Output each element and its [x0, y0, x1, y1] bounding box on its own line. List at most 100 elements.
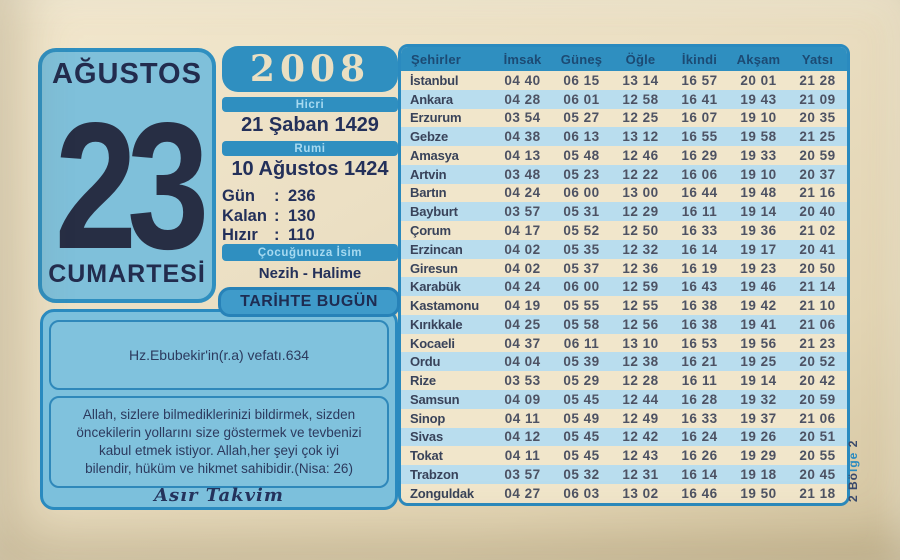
- prayer-time: 12 36: [622, 260, 659, 276]
- prayer-time: 12 46: [622, 147, 659, 163]
- city-name: Çorum: [410, 223, 451, 238]
- prayer-time: 19 42: [740, 298, 777, 314]
- column-header: Şehirler: [411, 51, 462, 67]
- city-name: Amasya: [410, 147, 459, 163]
- prayer-time: 06 15: [563, 72, 600, 88]
- stat-hizir: Hızır:110: [222, 226, 398, 246]
- prayer-time: 16 46: [681, 485, 718, 501]
- rumi-date: 10 Ağustos 1424: [231, 158, 389, 180]
- prayer-time: 03 54: [504, 110, 541, 126]
- day-number: 23: [54, 85, 210, 287]
- region-note-highlight: lge: [846, 451, 860, 472]
- prayer-time: 05 48: [563, 147, 600, 163]
- year-value: 2008: [249, 48, 371, 90]
- prayer-time: 20 42: [799, 373, 836, 389]
- table-row: Kocaeli 04 37 06 11 13 10 16 53 19 56 21 23: [401, 333, 847, 353]
- prayer-time: 13 02: [622, 485, 659, 501]
- prayer-time: 13 00: [622, 185, 659, 201]
- rumi-label-bar: Rumi: [222, 141, 398, 156]
- publisher-signature: Asır Takvim: [154, 485, 284, 506]
- table-row: Sinop 04 11 05 49 12 49 16 33 19 37 21 06: [401, 408, 847, 428]
- prayer-time: 04 11: [504, 410, 541, 426]
- prayer-time: 13 14: [622, 72, 659, 88]
- prayer-time: 04 02: [504, 260, 541, 276]
- prayer-time: 16 06: [681, 166, 718, 182]
- table-row: Erzurum 03 54 05 27 12 25 16 07 19 10 20 35: [401, 108, 847, 128]
- city-name: Bayburt: [410, 204, 458, 220]
- prayer-time: 06 13: [563, 129, 600, 145]
- table-row: Samsun 04 09 05 45 12 44 16 28 19 32 20 59: [401, 390, 847, 409]
- prayer-time: 16 44: [681, 185, 718, 201]
- prayer-time: 12 55: [622, 298, 659, 314]
- year-box: 2008: [222, 46, 398, 92]
- prayer-time: 21 02: [799, 223, 836, 238]
- prayer-time: 04 11: [504, 448, 541, 464]
- prayer-time: 19 23: [740, 260, 777, 276]
- table-row: Zonguldak 04 27 06 03 13 02 16 46 19 50 21 18: [401, 483, 847, 503]
- prayer-time: 16 21: [681, 354, 718, 370]
- city-name: Tokat: [410, 448, 443, 464]
- stat-label: Gün: [222, 187, 255, 205]
- city-name: Giresun: [410, 260, 458, 276]
- prayer-time: 13 10: [622, 335, 659, 351]
- prayer-time: 12 42: [622, 429, 659, 445]
- prayer-time: 05 45: [563, 429, 600, 445]
- history-event-text: Hz.Ebubekir'in(r.a) vefatı.634: [128, 347, 310, 363]
- prayer-time: 16 14: [681, 241, 718, 257]
- prayer-time: 05 32: [563, 466, 600, 482]
- prayer-time: 20 41: [799, 241, 836, 257]
- prayer-time: 06 01: [563, 91, 600, 107]
- prayer-time: 04 37: [504, 335, 541, 351]
- prayer-time: 12 44: [622, 391, 659, 407]
- prayer-time: 16 14: [681, 466, 718, 482]
- prayer-time: 05 37: [563, 260, 600, 276]
- stat-separator: :: [274, 206, 280, 225]
- prayer-time: 19 10: [740, 110, 777, 126]
- prayer-time: 16 07: [681, 110, 718, 126]
- table-row: Bartın 04 24 06 00 13 00 16 44 19 48 21 16: [401, 183, 847, 203]
- stat-label: Hızır: [222, 226, 258, 244]
- prayer-time: 21 06: [799, 410, 836, 426]
- date-panel: AĞUSTOS 23 CUMARTESİ: [38, 48, 216, 303]
- table-row: Ankara 04 28 06 01 12 58 16 41 19 43 21 09: [401, 89, 847, 109]
- prayer-time: 12 50: [622, 223, 659, 238]
- stat-value: 236: [288, 187, 316, 205]
- prayer-time: 12 28: [622, 373, 659, 389]
- column-header: İmsak: [503, 51, 542, 67]
- prayer-time: 19 50: [740, 485, 777, 501]
- prayer-time: 21 16: [799, 185, 836, 201]
- prayer-time: 16 28: [681, 391, 718, 407]
- prayer-time: 19 25: [740, 354, 777, 370]
- child-name-value: Nezih - Halime: [258, 265, 362, 282]
- stat-value: 130: [288, 206, 316, 225]
- month-name: AĞUSTOS: [52, 58, 202, 90]
- weekday-name: CUMARTESİ: [48, 260, 206, 288]
- prayer-time: 05 39: [563, 354, 600, 370]
- prayer-time: 04 04: [504, 354, 541, 370]
- prayer-time: 03 53: [504, 373, 541, 389]
- city-name: Sinop: [410, 410, 446, 426]
- prayer-time: 19 36: [740, 223, 777, 238]
- prayer-time: 05 58: [563, 316, 600, 332]
- prayer-time: 21 25: [799, 129, 836, 145]
- column-header: Akşam: [736, 51, 781, 67]
- prayer-time: 03 57: [504, 204, 541, 220]
- prayer-time: 16 11: [681, 204, 718, 220]
- prayer-time: 19 58: [740, 129, 777, 145]
- prayer-time: 19 26: [740, 429, 777, 445]
- city-name: Trabzon: [410, 466, 459, 482]
- prayer-time: 04 25: [504, 316, 541, 332]
- prayer-time: 16 43: [681, 279, 718, 295]
- table-row: Trabzon 03 57 05 32 12 31 16 14 19 18 20 45: [401, 465, 847, 484]
- prayer-time: 21 10: [799, 298, 836, 314]
- prayer-time: 12 29: [622, 204, 659, 220]
- column-header: Güneş: [560, 51, 603, 67]
- prayer-time: 05 23: [563, 166, 600, 182]
- prayer-times-table: Şehirler İmsak Güneş Öğle İkindi Akşam Yatsı İ…: [398, 44, 850, 506]
- prayer-time: 05 52: [563, 223, 600, 238]
- table-row: Amasya 04 13 05 48 12 46 16 29 19 33 20 59: [401, 146, 847, 165]
- prayer-time: 06 00: [563, 185, 600, 201]
- stat-gun: Gün:236: [222, 187, 398, 207]
- prayer-time: 20 01: [740, 72, 777, 88]
- prayer-time: 21 23: [799, 335, 836, 351]
